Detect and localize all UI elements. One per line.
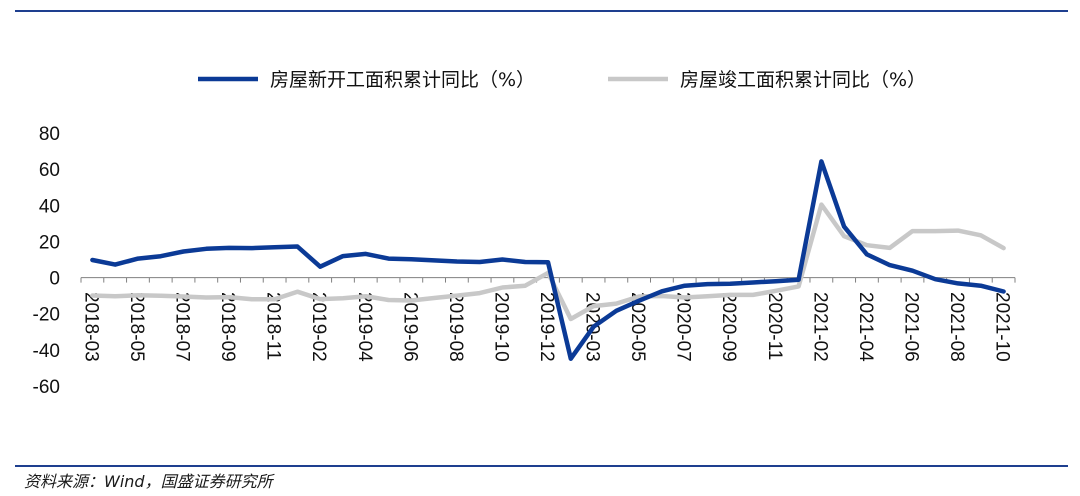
y-tick-label: -60 [33, 377, 60, 398]
series-layer [90, 159, 1006, 361]
x-tick-label: 2021-02 [809, 292, 830, 362]
x-tick-label: 2018-03 [80, 292, 101, 362]
x-tick-label: 2019-08 [445, 292, 466, 362]
legend-label-completions: 房屋竣工面积累计同比（%） [680, 69, 926, 91]
x-tick-label: 2018-11 [263, 292, 284, 360]
y-tick-label: -20 [33, 305, 60, 326]
x-axis: 2018-03 2018-05 2018-07 2018-09 2018-11 2019-… [80, 277, 1016, 362]
x-tick-label: 2018-09 [217, 292, 238, 362]
y-tick-label: -40 [33, 341, 60, 362]
x-tick-label: 2019-02 [308, 292, 329, 362]
x-tick-label: 2020-09 [718, 292, 739, 362]
legend: 房屋新开工面积累计同比（%） 房屋竣工面积累计同比（%） [198, 69, 926, 91]
source-note: 资料来源：Wind，国盛证券研究所 [24, 472, 276, 491]
x-tick-label: 2020-05 [627, 292, 648, 362]
x-tick-label: 2021-06 [900, 292, 921, 362]
x-tick-label: 2019-10 [490, 292, 511, 362]
y-tick-label: 80 [39, 124, 60, 145]
y-tick-label: 20 [39, 232, 60, 253]
x-tick-label: 2020-11 [764, 292, 785, 360]
legend-label-new-starts: 房屋新开工面积累计同比（%） [270, 69, 535, 91]
y-tick-label: 40 [39, 196, 60, 217]
y-tick-label: 0 [49, 269, 60, 290]
x-tick-label: 2020-07 [673, 292, 694, 362]
x-tick-label: 2019-04 [354, 292, 375, 362]
x-tick-label: 2019-06 [399, 292, 420, 362]
x-tick-label: 2019-12 [536, 292, 557, 362]
x-tick-label: 2018-07 [172, 292, 193, 362]
series-line-new-starts [90, 159, 1006, 361]
x-tick-label: 2021-04 [855, 292, 876, 362]
x-tick-label: 2018-05 [126, 292, 147, 362]
x-tick-label: 2021-10 [992, 292, 1013, 362]
y-tick-label: 60 [39, 160, 60, 181]
y-axis: 80 60 40 20 0 -20 -40 -60 [33, 124, 60, 398]
x-tick-label: 2021-08 [946, 292, 967, 362]
